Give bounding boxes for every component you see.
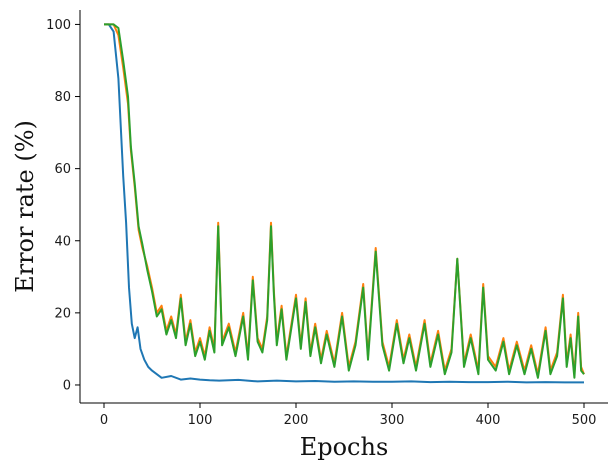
x-tick-label: 400 <box>476 413 501 428</box>
series-line-1 <box>104 23 584 384</box>
y-tick-label: 100 <box>46 18 71 33</box>
series-line-3 <box>104 23 585 379</box>
x-axis-ticks: 0 100 200 300 400 500 <box>100 403 597 428</box>
x-tick-label: 200 <box>284 413 309 428</box>
x-tick-label: 0 <box>100 413 108 428</box>
series-layer <box>104 23 585 384</box>
y-tick-label: 40 <box>54 234 71 249</box>
y-axis-title: Error rate (%) <box>11 120 39 293</box>
y-tick-label: 20 <box>54 306 71 321</box>
y-tick-label: 60 <box>54 162 71 177</box>
x-tick-label: 100 <box>188 413 213 428</box>
series-line-2 <box>104 23 585 376</box>
x-tick-label: 300 <box>380 413 405 428</box>
x-tick-label: 500 <box>572 413 597 428</box>
y-tick-label: 80 <box>54 90 71 105</box>
y-tick-label: 0 <box>63 378 71 393</box>
x-axis-title: Epochs <box>300 433 389 461</box>
y-axis-ticks: 0 20 40 60 80 100 <box>46 18 80 393</box>
